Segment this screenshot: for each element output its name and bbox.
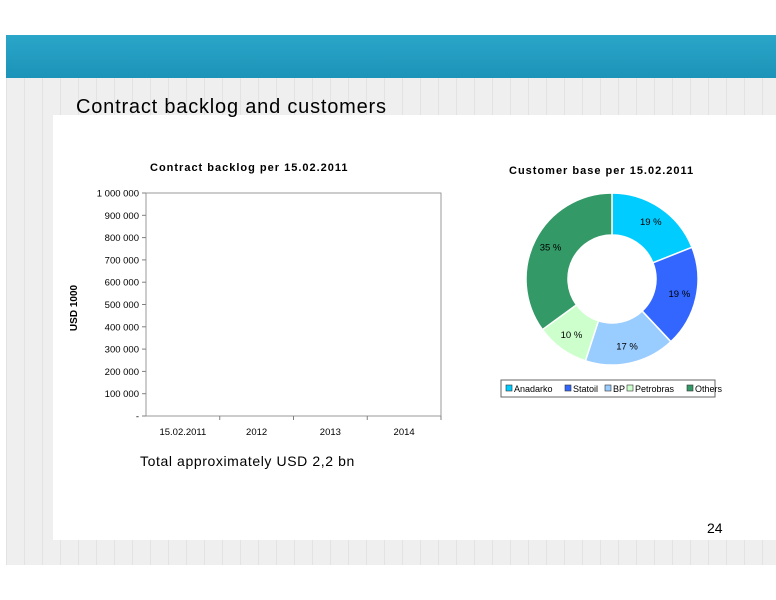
y-tick-label: - xyxy=(136,412,139,423)
x-tick-label: 2014 xyxy=(394,427,415,438)
y-tick-label: 300 000 xyxy=(105,345,139,356)
legend-entry: Others xyxy=(695,384,723,394)
legend-entry: Statoil xyxy=(573,384,598,394)
y-tick-label: 900 000 xyxy=(105,211,139,222)
plot-area xyxy=(145,192,442,417)
bar-y-axis-label: USD 1000 xyxy=(69,284,80,331)
y-tick-label: 1 000 000 xyxy=(97,189,139,200)
y-tick-label: 700 000 xyxy=(105,255,139,266)
header-stripe xyxy=(6,78,776,115)
y-tick-label: 500 000 xyxy=(105,300,139,311)
donut-slice-label: 19 % xyxy=(640,217,662,228)
x-tick-label: 2013 xyxy=(320,427,341,438)
legend-swatch xyxy=(604,384,612,392)
donut-slice-label: 35 % xyxy=(540,243,562,254)
y-tick-label: 800 000 xyxy=(105,233,139,244)
header-bar xyxy=(6,35,776,78)
donut-slice-label: 19 % xyxy=(669,289,691,300)
legend-entry: BP xyxy=(613,384,625,394)
donut-slice xyxy=(525,192,613,331)
y-tick-label: 200 000 xyxy=(105,367,139,378)
donut-slice-label: 17 % xyxy=(616,341,638,352)
left-stripe xyxy=(6,115,53,540)
legend-entry: Petrobras xyxy=(635,384,675,394)
donut-slice-label: 10 % xyxy=(561,330,583,341)
slide: Contract backlog and customers Contract … xyxy=(6,35,776,565)
donut-chart: 19 % 19 % 17 % 10 % 35 % Anadarko Statoil BP Pe… xyxy=(500,192,723,398)
donut-chart-title: Customer base per 15.02.2011 xyxy=(509,165,695,177)
page-number: 24 xyxy=(707,520,723,536)
footer-stripe xyxy=(6,540,776,565)
total-note: Total approximately USD 2,2 bn xyxy=(140,453,355,469)
slide-title: Contract backlog and customers xyxy=(76,96,387,118)
y-tick-label: 100 000 xyxy=(105,389,139,400)
x-tick-label: 15.02.2011 xyxy=(159,427,206,438)
legend-swatch xyxy=(505,384,513,392)
legend-entry: Anadarko xyxy=(514,384,553,394)
legend-swatch xyxy=(686,384,694,392)
y-tick-label: 600 000 xyxy=(105,278,139,289)
y-tick-label: 400 000 xyxy=(105,322,139,333)
bar-chart-title: Contract backlog per 15.02.2011 xyxy=(150,162,349,174)
bar-chart: - 100 000 200 000 300 000 400 000 500 000 600 … xyxy=(69,189,442,438)
legend-swatch xyxy=(626,384,634,392)
x-tick-label: 2012 xyxy=(246,427,267,438)
legend-swatch xyxy=(564,384,572,392)
